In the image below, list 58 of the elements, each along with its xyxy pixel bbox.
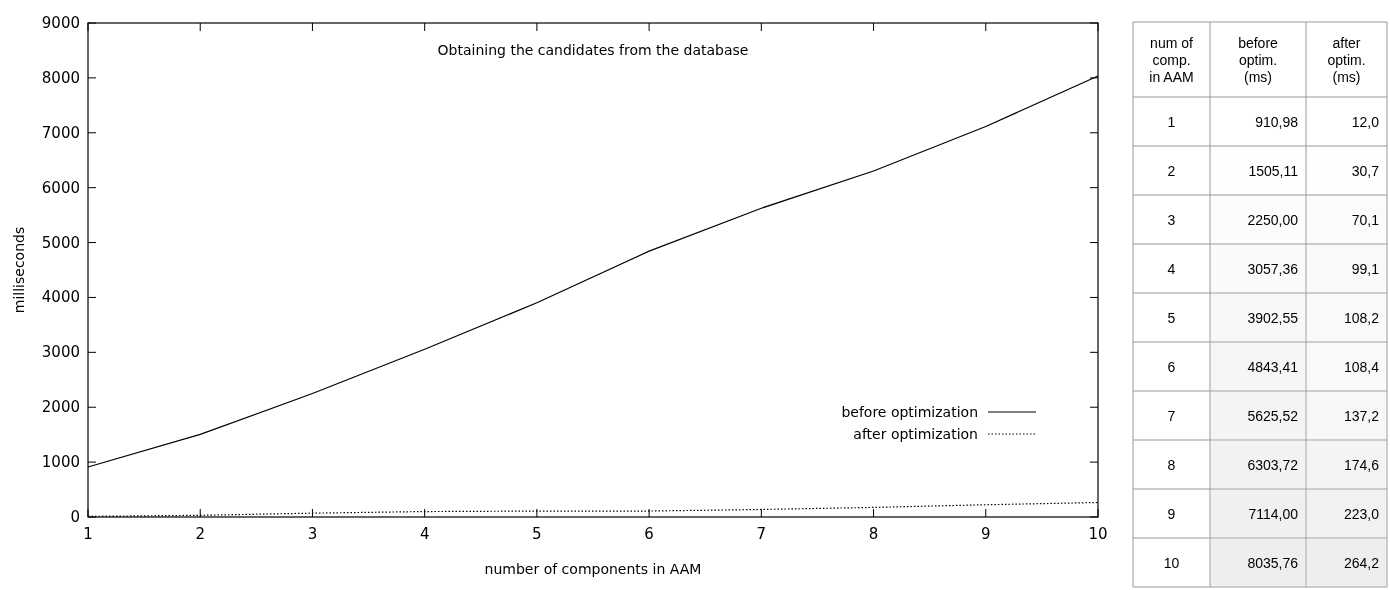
data-label: 264,2: [1343, 554, 1380, 571]
data-label: 910,98: [1255, 113, 1299, 130]
y-tick-label: 7: [1167, 407, 1176, 424]
data-label: 137,2: [1343, 407, 1380, 424]
y-tick-label: 2: [1167, 162, 1176, 179]
data-label: 108,2: [1343, 309, 1380, 326]
x-tick-label: 3: [307, 525, 318, 543]
y-tick-label: 5000: [41, 233, 80, 252]
data-label: 99,1: [1351, 260, 1380, 277]
data-label: 3057,36: [1247, 260, 1299, 277]
data-label: 2250,00: [1247, 211, 1299, 228]
y-tick-label: 3000: [41, 343, 80, 362]
data-label: 5625,52: [1247, 407, 1299, 424]
x-tick-label: before optim. (ms): [1238, 34, 1279, 85]
y-tick-label: 2000: [41, 398, 80, 417]
y-tick-label: 3: [1167, 211, 1176, 228]
data-label: 8035,76: [1247, 554, 1299, 571]
x-tick-label: 6: [644, 525, 654, 543]
data-label: 12,0: [1351, 113, 1380, 130]
y-tick-label: 1000: [41, 453, 80, 472]
y-tick-label: 0: [70, 508, 80, 526]
y-tick-label: 8000: [41, 68, 80, 87]
x-tick-label: 5: [532, 525, 542, 543]
data-label: 7114,00: [1248, 505, 1299, 522]
data-label: 223,0: [1343, 505, 1380, 522]
y-tick-label: 1: [1167, 113, 1176, 130]
x-tick-label: 10: [1088, 525, 1108, 543]
data-label: 6303,72: [1247, 456, 1299, 473]
y-tick-label: 5: [1167, 309, 1176, 326]
x-tick-label: 2: [195, 525, 205, 543]
y-tick-label: 9000: [41, 14, 80, 32]
y-tick-label: 8: [1167, 456, 1176, 473]
y-tick-label: 7000: [41, 123, 80, 142]
y-axis-title: milliseconds: [11, 226, 27, 314]
y-tick-label: 4000: [41, 288, 80, 307]
data-label: 1505,11: [1248, 162, 1299, 179]
data-label: 108,4: [1343, 358, 1380, 375]
y-tick-label: 6000: [41, 178, 80, 197]
y-axis-title: num of comp. in AAM: [1149, 34, 1194, 85]
data-label: 174,6: [1343, 456, 1380, 473]
x-tick-label: 4: [419, 525, 430, 543]
legend-label: after optimization: [853, 426, 978, 442]
y-tick-label: 4: [1167, 260, 1176, 277]
data-label: 70,1: [1351, 211, 1380, 228]
x-tick-label: 1: [83, 525, 93, 543]
y-tick-label: 10: [1163, 554, 1180, 571]
y-tick-label: 9: [1167, 505, 1176, 522]
x-tick-label: 9: [981, 525, 991, 543]
data-label: 3902,55: [1247, 309, 1299, 326]
x-tick-label: 7: [756, 525, 767, 543]
legend-label: before optimization: [841, 404, 978, 420]
data-label: 4843,41: [1247, 358, 1299, 375]
x-tick-label: after optim. (ms): [1327, 34, 1366, 85]
x-axis-title: number of components in AAM: [484, 561, 702, 577]
text: Obtaining the candidates from the database: [437, 42, 749, 58]
x-tick-label: 8: [868, 525, 879, 543]
data-label: 30,7: [1351, 162, 1380, 179]
y-tick-label: 6: [1167, 358, 1176, 375]
